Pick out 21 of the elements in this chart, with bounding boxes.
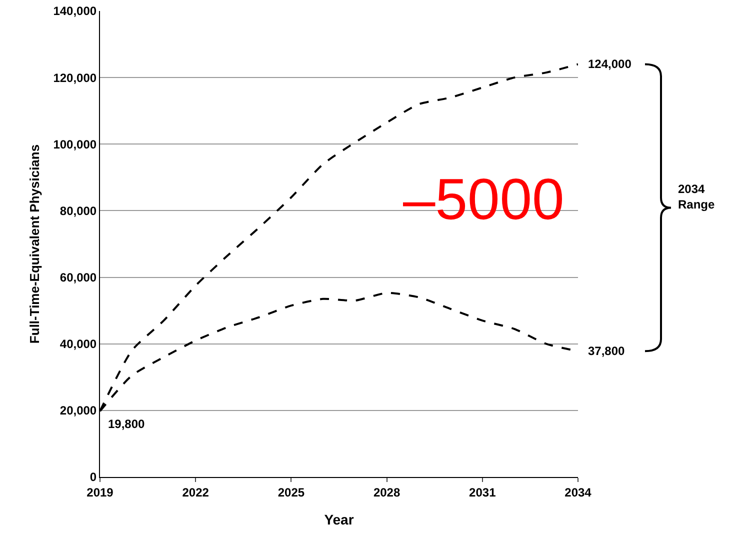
x-axis-title: Year [324, 512, 354, 528]
y-tick-label: 120,000 [53, 70, 97, 85]
x-tick-label: 2025 [278, 485, 305, 500]
x-tick-label: 2031 [469, 485, 496, 500]
data-label: 124,000 [588, 57, 632, 71]
x-tick-label: 2019 [86, 485, 114, 500]
annotation: –5000 [403, 167, 564, 232]
x-tick-label: 2022 [182, 485, 210, 500]
y-axis-title: Full-Time-Equivalent Physicians [27, 144, 42, 344]
y-tick-label: 40,000 [60, 337, 97, 352]
x-tick-label: 2028 [373, 485, 400, 500]
y-tick-label: 20,000 [60, 404, 97, 418]
text: 2034 Range [678, 182, 715, 212]
y-tick-label: 0 [90, 470, 97, 484]
data-label: 37,800 [588, 344, 626, 358]
y-tick-label: 80,000 [60, 204, 97, 218]
y-tick-label: 60,000 [60, 270, 97, 284]
x-tick-label: 2034 [564, 485, 592, 500]
y-tick-label: 140,000 [53, 4, 97, 18]
y-tick-label: 100,000 [53, 137, 97, 152]
data-label: 19,800 [108, 417, 146, 431]
